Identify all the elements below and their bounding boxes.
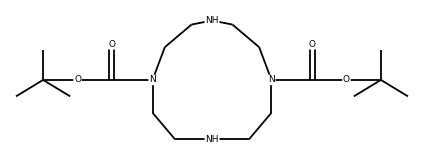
Text: N: N	[268, 75, 275, 84]
Text: O: O	[343, 75, 350, 84]
Text: O: O	[309, 40, 316, 49]
Text: NH: NH	[205, 16, 219, 25]
Text: NH: NH	[205, 135, 219, 144]
Text: O: O	[74, 75, 81, 84]
Text: N: N	[149, 75, 156, 84]
Text: O: O	[108, 40, 115, 49]
